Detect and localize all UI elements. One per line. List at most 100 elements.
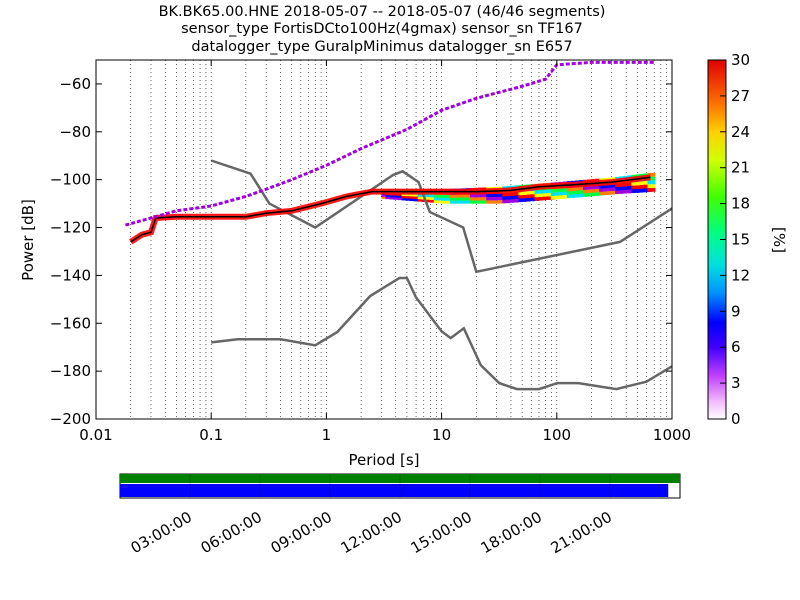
density-cell [397,193,406,196]
density-cell [498,200,507,204]
density-cell [409,193,418,197]
density-cell [647,188,656,192]
density-cell [385,195,394,198]
density-cell [603,188,612,192]
density-cell [570,187,579,191]
timeline-tick-label: 21:00:00 [548,508,615,557]
y-tick-label: −120 [50,219,91,237]
density-cell [647,180,656,185]
density-cell [502,199,511,204]
density-cell [647,184,656,189]
density-cell [586,189,595,193]
density-cell [462,194,471,198]
density-cell [445,194,454,198]
density-cell [486,193,495,198]
timeline-tick-label: 06:00:00 [198,508,265,557]
density-cell [514,198,523,203]
density-cell [582,186,591,190]
density-cell [631,185,640,190]
density-cell [599,185,608,189]
plot-frame [95,59,673,420]
series-line [130,176,651,243]
density-cell [449,197,458,201]
density-cell [534,190,543,194]
density-cell [570,194,579,198]
density-cell [586,192,595,197]
density-cell [478,200,487,204]
density-cell [498,196,507,201]
x-axis-label: Period [s] [348,451,419,469]
density-cell [526,191,535,195]
x-tick-label: 0.1 [199,426,223,444]
density-cell [607,184,616,188]
density-cell [578,186,587,191]
density-cell [433,194,442,198]
density-cell [425,194,434,198]
colorbar-tick-label: 30 [731,51,750,69]
density-cell [494,200,503,204]
timeline-tick-label: 09:00:00 [268,508,335,557]
density-cell [470,194,479,198]
density-cell [429,199,438,203]
colorbar-tick-label: 27 [731,87,750,105]
density-cell [417,194,426,197]
density-cell [510,195,519,200]
density-cell [405,196,414,199]
density-cell [453,197,462,201]
density-cell [417,196,426,200]
density-cell [595,185,604,189]
title-line-2: sensor_type FortisDCto100Hz(4gmax) senso… [181,21,583,37]
density-cell [437,200,446,204]
y-axis: −60 −80 −100 −120 −140 −160 −180 −200 [50,75,672,428]
timeline-coverage-bar [120,474,680,483]
density-cell [421,194,430,197]
density-cell [591,185,600,190]
y-tick-label: −180 [50,362,91,380]
colorbar-tick-label: 9 [731,302,741,320]
density-cell [611,184,620,188]
density-cell [611,190,620,195]
density-cell [603,184,612,189]
density-cell [574,187,583,191]
density-cell [466,197,475,201]
density-cell [647,172,656,177]
density-cell [635,181,644,186]
density-cell [586,186,595,190]
density-cell [566,194,575,198]
x-axis: 0.01 0.1 1 10 100 1000 [79,60,691,444]
colorbar-tick-label: 15 [731,231,750,249]
y-tick-label: −100 [50,171,91,189]
density-cell [490,193,499,198]
density-cell [538,196,547,201]
density-cell [518,198,527,202]
density-cell [389,195,398,198]
density-cell [470,200,479,204]
density-cell [546,196,555,200]
y-axis-label: Power [dB] [19,199,37,281]
density-cell [486,200,495,204]
density-cell [409,196,418,199]
density-cell [401,195,410,199]
density-cell [615,183,624,188]
density-cell [453,194,462,198]
density-cell [498,193,507,197]
plot-area: 0.01 0.1 1 10 100 1000 −60 −80 −100 −120 −140 −160… [50,59,691,444]
density-cell [441,197,450,201]
x-tick-label: 100 [542,426,571,444]
density-cell [486,197,495,201]
density-cell [599,191,608,196]
density-cell [425,197,434,200]
density-cell [623,186,632,190]
density-cell [542,196,551,200]
density-cell [627,182,636,186]
density-cell [526,194,535,198]
colorbar-tick-label: 18 [731,195,750,213]
density-cell [550,195,559,200]
chart-title: BK.BK65.00.HNE 2018-05-07 -- 2018-05-07 … [159,4,606,55]
density-cell [494,196,503,201]
density-cell [639,181,648,185]
density-cell [607,191,616,195]
density-cell [643,188,652,193]
density-cell [462,197,471,201]
